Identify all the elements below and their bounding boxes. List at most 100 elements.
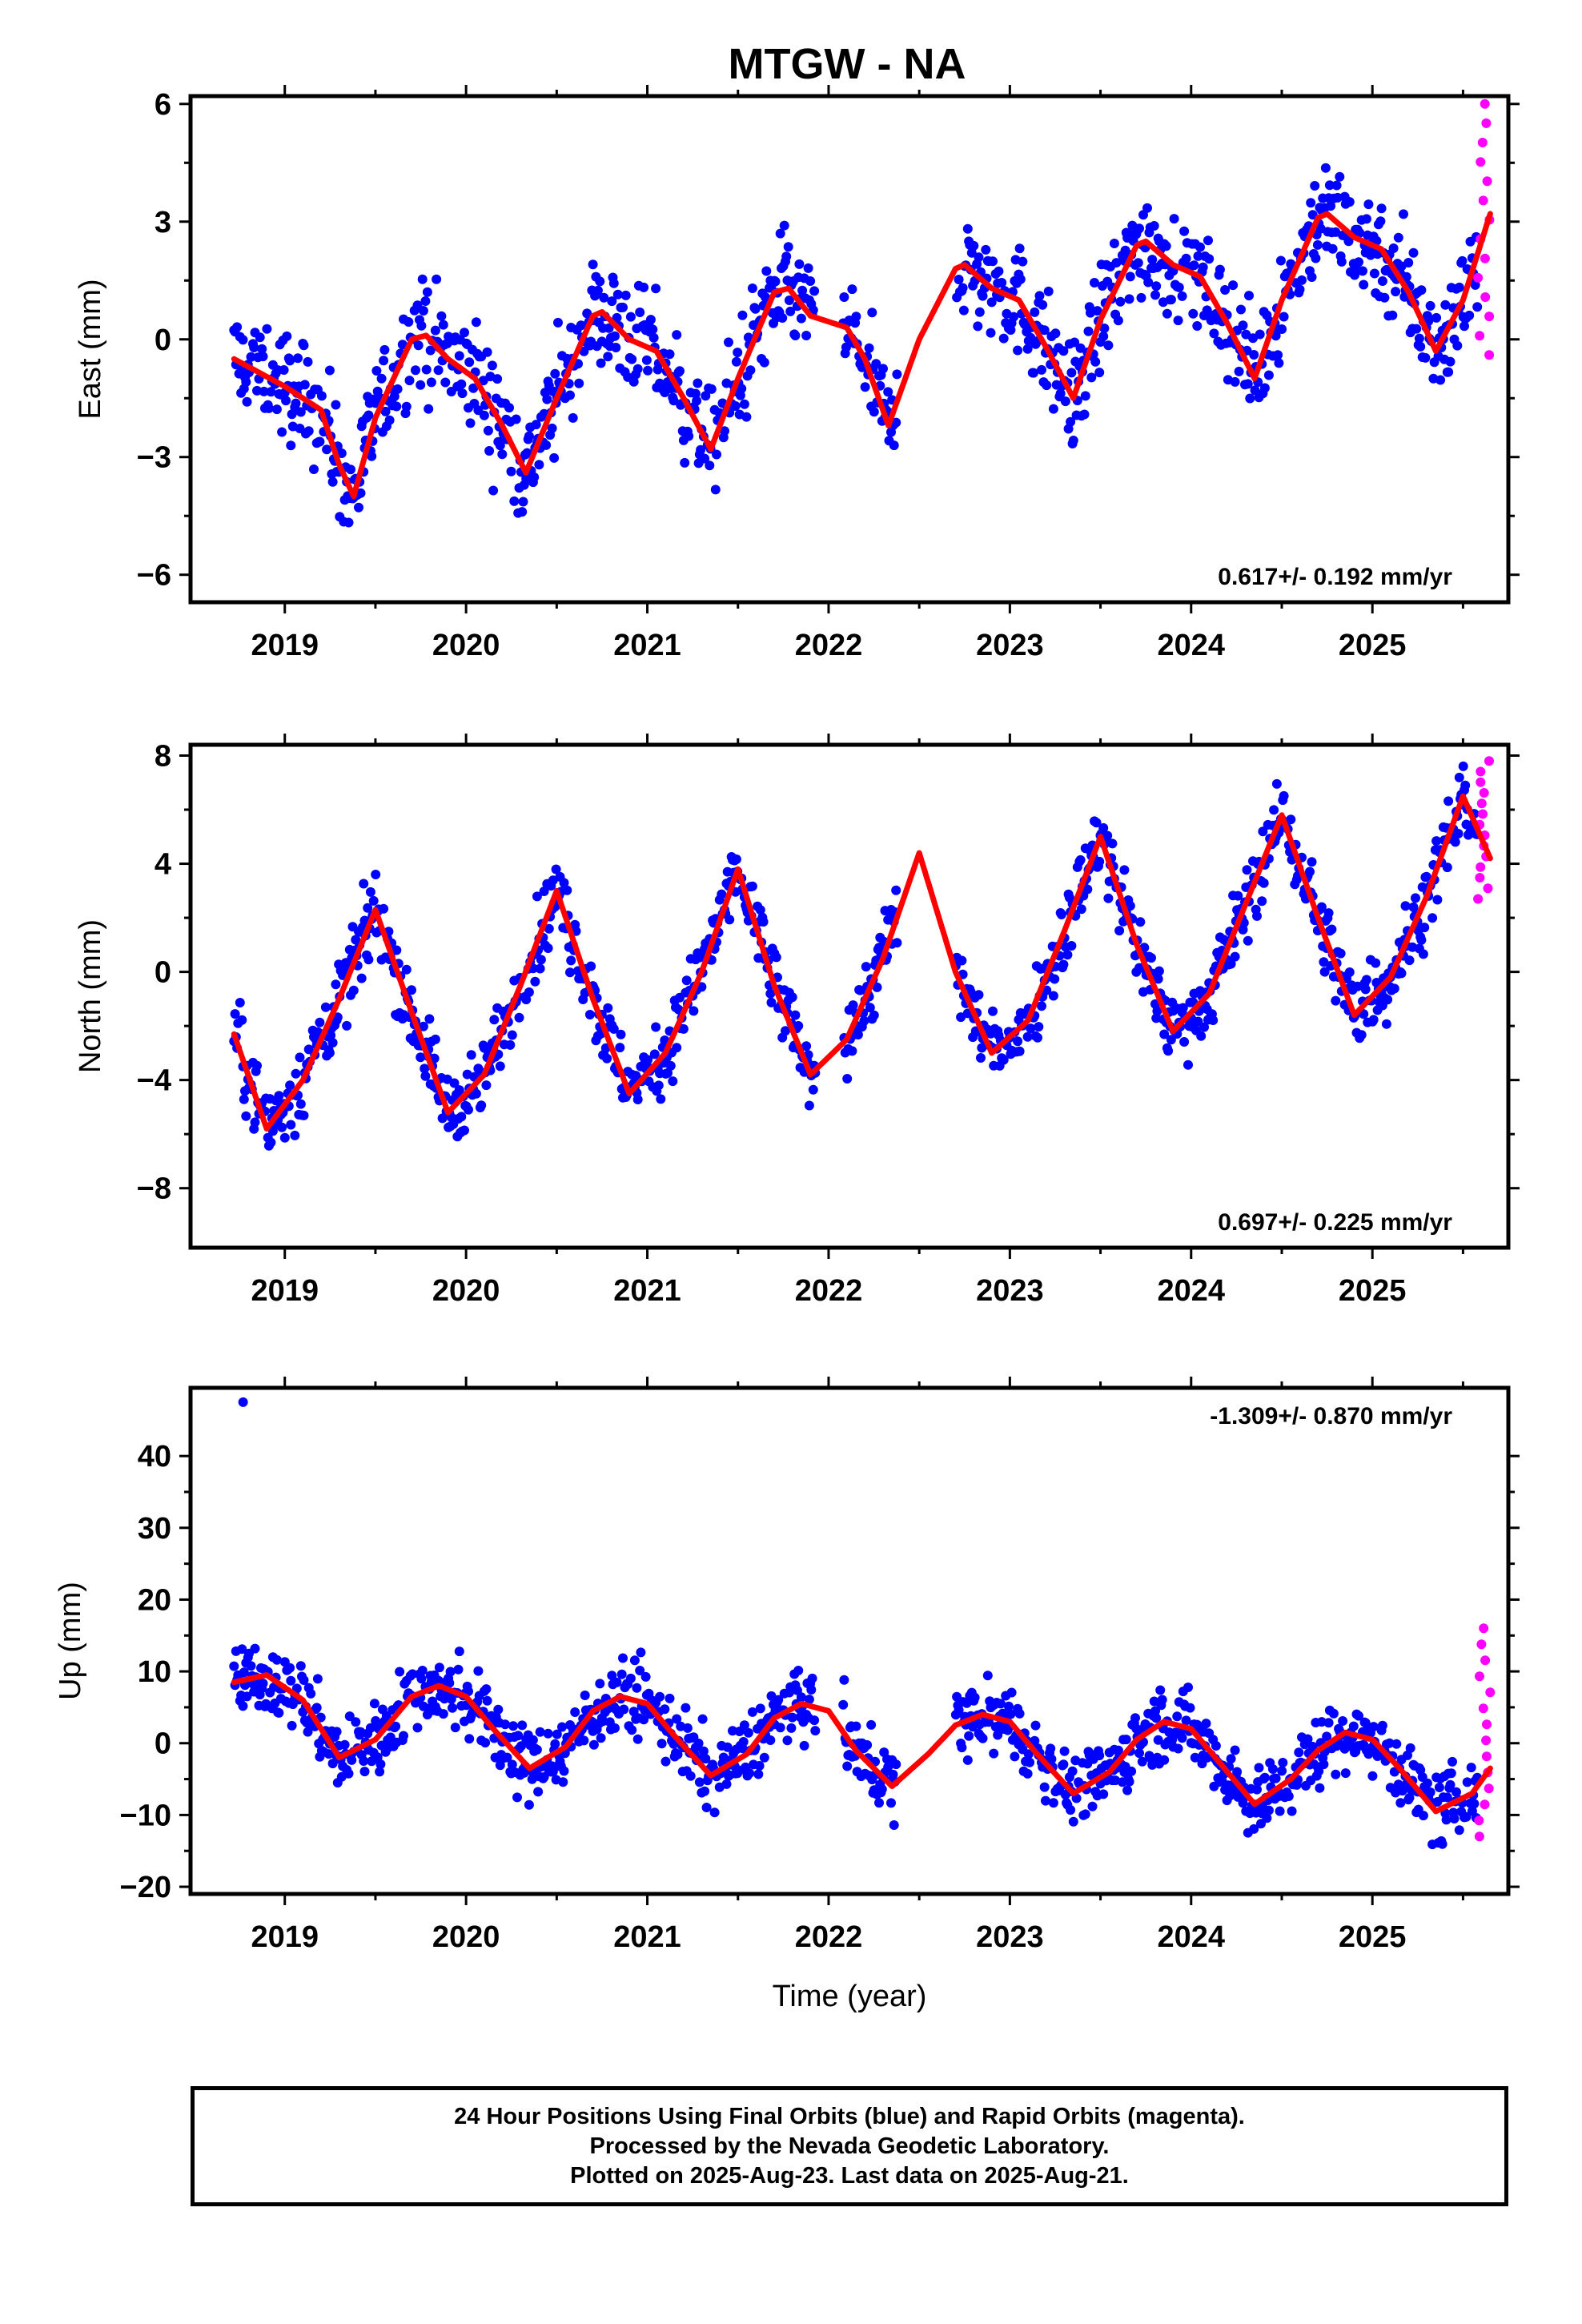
final-orbit-point bbox=[229, 1661, 239, 1671]
final-orbit-point bbox=[282, 331, 292, 341]
final-orbit-point bbox=[1026, 1023, 1036, 1034]
final-orbit-point bbox=[367, 451, 377, 461]
final-orbit-point bbox=[618, 302, 628, 312]
final-orbit-point bbox=[1361, 975, 1371, 985]
final-orbit-point bbox=[279, 365, 289, 375]
final-orbit-point bbox=[797, 285, 808, 296]
final-orbit-point bbox=[493, 1704, 504, 1715]
final-orbit-point bbox=[1161, 241, 1171, 251]
rapid-orbit-point bbox=[1482, 176, 1492, 187]
final-orbit-point bbox=[454, 351, 464, 361]
final-orbit-point bbox=[1030, 1735, 1040, 1746]
final-orbit-point bbox=[1464, 310, 1475, 320]
final-orbit-point bbox=[346, 464, 355, 475]
final-orbit-point bbox=[632, 1095, 643, 1104]
final-orbit-point bbox=[1163, 1046, 1174, 1056]
final-orbit-point bbox=[1315, 1783, 1325, 1793]
final-orbit-point bbox=[700, 453, 710, 464]
x-tick-label: 2023 bbox=[976, 629, 1044, 662]
final-orbit-point bbox=[371, 1715, 381, 1726]
final-orbit-point bbox=[616, 1669, 627, 1679]
final-orbit-point bbox=[978, 1733, 988, 1743]
panel-2: 2019 2020 2021 2022 2023 2024 2025 8 4 0 −4 −8 North… bbox=[74, 734, 1520, 1308]
final-orbit-point bbox=[1403, 1750, 1412, 1760]
final-orbit-point bbox=[872, 982, 882, 992]
final-orbit-point bbox=[665, 1060, 676, 1071]
final-orbit-point bbox=[237, 1644, 247, 1655]
final-orbit-point bbox=[1259, 1772, 1270, 1783]
final-orbit-point bbox=[411, 365, 420, 376]
final-orbit-point bbox=[242, 396, 252, 407]
final-orbit-point bbox=[1086, 372, 1097, 383]
final-orbit-point bbox=[853, 1030, 863, 1039]
final-orbit-point bbox=[433, 365, 444, 376]
final-orbit-point bbox=[379, 344, 390, 355]
final-orbit-point bbox=[401, 401, 412, 412]
rapid-orbit-point bbox=[1473, 272, 1484, 283]
final-orbit-point bbox=[1327, 924, 1337, 935]
final-orbit-point bbox=[1113, 316, 1123, 326]
final-orbit-point bbox=[1022, 1768, 1033, 1779]
final-orbit-point bbox=[582, 308, 592, 319]
final-orbit-point bbox=[1259, 878, 1269, 888]
final-orbit-point bbox=[1458, 761, 1468, 771]
y-tick-label: 4 bbox=[155, 848, 171, 882]
final-orbit-point bbox=[1014, 1708, 1025, 1719]
final-orbit-point bbox=[1303, 1734, 1313, 1744]
final-orbit-point bbox=[635, 308, 645, 317]
final-orbit-point bbox=[471, 1088, 481, 1099]
final-orbit-point bbox=[1103, 893, 1114, 903]
final-orbit-point bbox=[848, 1000, 858, 1011]
final-orbit-point bbox=[675, 366, 685, 376]
final-orbit-point bbox=[1058, 959, 1069, 970]
final-orbit-point bbox=[724, 337, 733, 348]
final-orbit-point bbox=[580, 1691, 590, 1700]
final-orbit-point bbox=[416, 320, 427, 331]
final-orbit-point bbox=[558, 1777, 568, 1787]
final-orbit-point bbox=[1199, 1022, 1209, 1032]
final-orbit-point bbox=[636, 1647, 646, 1658]
final-orbit-point bbox=[246, 1661, 256, 1671]
final-orbit-point bbox=[1159, 1029, 1170, 1039]
final-orbit-point bbox=[864, 343, 874, 353]
final-orbit-point bbox=[436, 311, 447, 321]
final-orbit-point bbox=[620, 290, 631, 300]
final-orbit-point bbox=[1075, 343, 1086, 353]
final-orbit-point bbox=[492, 374, 503, 384]
model-fit-line bbox=[231, 1672, 1493, 1815]
final-orbit-point bbox=[632, 364, 643, 374]
final-orbit-point bbox=[1025, 1757, 1035, 1767]
final-orbit-point bbox=[504, 403, 514, 413]
final-orbit-point bbox=[892, 938, 902, 948]
final-orbit-point bbox=[1058, 346, 1069, 356]
final-orbit-point bbox=[535, 963, 545, 974]
final-orbit-point bbox=[397, 340, 408, 350]
final-orbit-point bbox=[701, 1803, 712, 1812]
final-orbit-point bbox=[1215, 264, 1225, 275]
final-orbit-point bbox=[416, 380, 426, 390]
final-orbit-point bbox=[399, 1731, 408, 1741]
final-orbit-point bbox=[595, 1679, 605, 1689]
plot-frame bbox=[188, 1385, 1511, 1896]
final-orbit-point bbox=[1322, 1731, 1332, 1742]
final-orbit-point bbox=[1010, 1751, 1020, 1762]
final-orbit-point bbox=[371, 366, 382, 376]
final-orbit-point bbox=[1344, 197, 1355, 207]
final-orbit-point bbox=[323, 1749, 334, 1759]
final-orbit-point bbox=[274, 1707, 284, 1718]
final-orbit-point bbox=[351, 1717, 361, 1727]
final-orbit-point bbox=[635, 1666, 645, 1675]
final-orbit-point bbox=[1188, 308, 1199, 319]
final-orbit-point bbox=[1408, 247, 1419, 258]
final-orbit-point bbox=[1062, 950, 1073, 960]
final-orbit-point bbox=[1297, 275, 1307, 285]
panels-group: 2019 2020 2021 2022 2023 2024 2025630−3−6East … bbox=[54, 85, 1520, 2013]
final-orbit-point bbox=[1379, 292, 1390, 303]
final-orbit-point bbox=[1099, 324, 1110, 333]
final-orbit-point bbox=[1314, 1766, 1324, 1776]
final-orbit-point bbox=[725, 915, 735, 925]
final-orbit-point bbox=[271, 404, 282, 415]
final-orbit-point bbox=[285, 1663, 295, 1673]
velocity-rate-label: -1.309+/- 0.870 mm/yr bbox=[1210, 1403, 1452, 1429]
final-orbit-point bbox=[516, 1741, 526, 1751]
